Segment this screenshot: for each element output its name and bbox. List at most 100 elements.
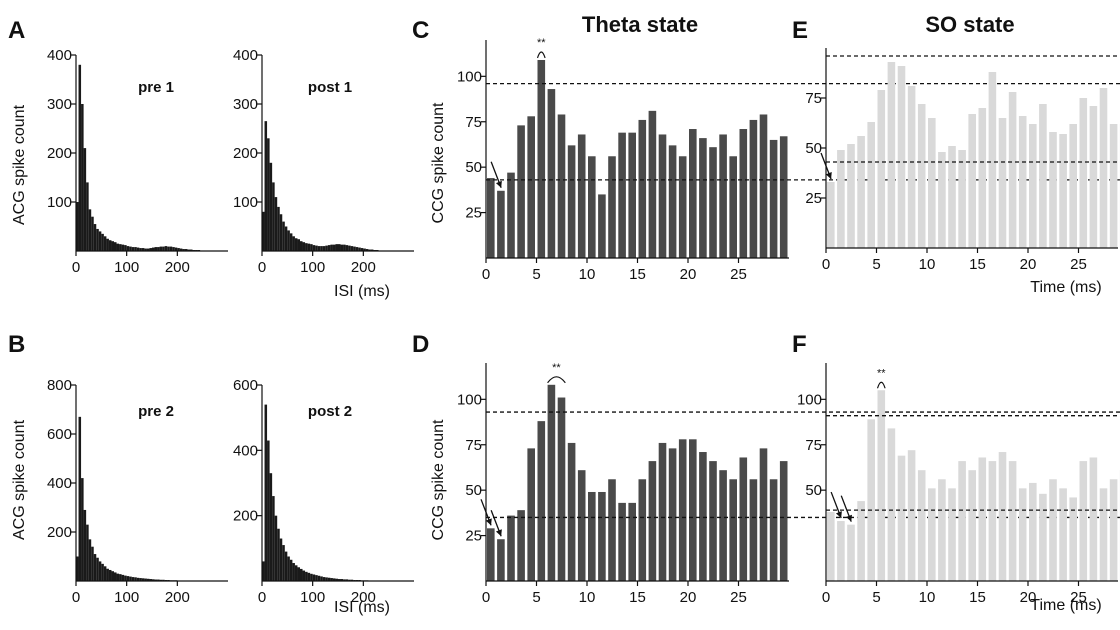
ccg-bar [709, 147, 717, 258]
ccg-bar [1109, 479, 1118, 581]
acg-bar [302, 242, 306, 251]
acg-bar [159, 579, 163, 581]
acg-bar [345, 579, 349, 581]
ccg-bar [1089, 106, 1098, 248]
ccg-bar [749, 479, 758, 581]
ccg-bar [1099, 488, 1108, 581]
acg-bar [345, 245, 349, 251]
acg-bar [300, 568, 303, 581]
acg-bar [184, 249, 188, 251]
acg-bar [149, 248, 152, 251]
condition-label: post 2 [308, 403, 352, 420]
ccg-bar [1018, 488, 1027, 581]
ccg-bar [978, 108, 987, 248]
ccg-bar [968, 114, 976, 248]
ccg-bar [1069, 497, 1077, 581]
ccg-bar [759, 448, 768, 581]
ccg-bar [739, 457, 748, 581]
ccg-bar [928, 118, 936, 248]
x-tick-label: 100 [300, 259, 325, 276]
y-tick-label: 800 [47, 377, 72, 394]
ccg-bar [689, 439, 697, 581]
acg-bar [96, 228, 99, 251]
acg-bar [152, 247, 155, 251]
ccg-bar [958, 150, 966, 248]
ccg-bar [608, 156, 616, 258]
arrow-head [485, 518, 492, 526]
ccg-bar [759, 114, 768, 258]
significance-bracket [876, 381, 886, 389]
panel-b-post2: 0 100 200 200 400 600 post 2 [233, 377, 414, 606]
acg-bar [136, 577, 140, 581]
ccg-bar [867, 419, 875, 581]
ccg-bar [487, 178, 495, 258]
acg-bar [297, 567, 300, 581]
ccg-bar [658, 134, 667, 258]
acg-bar [144, 578, 147, 581]
condition-label: post 1 [308, 79, 352, 96]
x-tick-label: 10 [919, 256, 936, 273]
ccg-bar [547, 384, 556, 581]
significance-marker: ** [877, 367, 886, 379]
ccg-bar [968, 470, 976, 581]
acg-bar [287, 230, 290, 251]
acg-bar [81, 104, 84, 251]
acg-bar [264, 121, 268, 252]
x-tick-label: 10 [579, 266, 596, 283]
acg-bar [368, 249, 371, 251]
acg-bar [76, 202, 79, 251]
acg-bar [343, 244, 346, 251]
x-tick-label: 100 [300, 589, 325, 606]
acg-bar [98, 561, 102, 581]
acg-bar [363, 248, 366, 251]
acg-bar [279, 214, 283, 251]
x-tick-label: 200 [165, 259, 190, 276]
acg-bar [119, 244, 122, 251]
y-tick-label: 200 [47, 145, 72, 162]
ccg-bar [618, 502, 626, 581]
ccg-bar [638, 479, 647, 581]
ccg-bar [827, 182, 835, 248]
acg-bar [121, 244, 125, 251]
acg-bar [277, 206, 280, 251]
ccg-bar [978, 457, 987, 581]
x-tick-label: 20 [680, 589, 697, 606]
arrow-head [825, 172, 832, 179]
ccg-bar [847, 144, 855, 248]
acg-bar [121, 574, 125, 582]
ccg-bar [837, 521, 845, 581]
ccg-bar [867, 122, 875, 248]
y-tick-label: 400 [233, 442, 258, 459]
y-tick-label: 75 [465, 437, 482, 454]
ccg-bar [1039, 493, 1047, 581]
acg-bar [114, 572, 117, 581]
acg-bar [294, 565, 298, 581]
isi-xlabel-bottom: ISI (ms) [334, 599, 390, 616]
ccg-bar [547, 89, 556, 258]
acg-bar [315, 245, 318, 251]
ccg-bar [638, 119, 647, 259]
acg-bar [76, 556, 79, 581]
acg-bar [108, 569, 112, 581]
ccg-bar [907, 450, 916, 581]
ccg-bar [847, 524, 855, 581]
ccg-bar [577, 134, 586, 258]
acg-bar [365, 249, 369, 251]
acg-bar [172, 247, 175, 251]
acg-bar [190, 249, 193, 251]
ccg-bar [948, 146, 956, 248]
acg-bar [93, 554, 97, 581]
panel-e: 0 5 10 15 20 25 25 50 75 [805, 48, 1120, 273]
arrow-head [846, 514, 852, 522]
acg-bar [129, 246, 132, 251]
ccg-bar [719, 134, 727, 258]
x-tick-label: 25 [730, 266, 747, 283]
x-tick-label: 0 [822, 589, 830, 606]
acg-bar [167, 246, 170, 251]
acg-bar [91, 546, 94, 581]
acg-bar [320, 246, 323, 251]
y-tick-label: 400 [47, 47, 72, 64]
ccg-bar [598, 194, 606, 258]
